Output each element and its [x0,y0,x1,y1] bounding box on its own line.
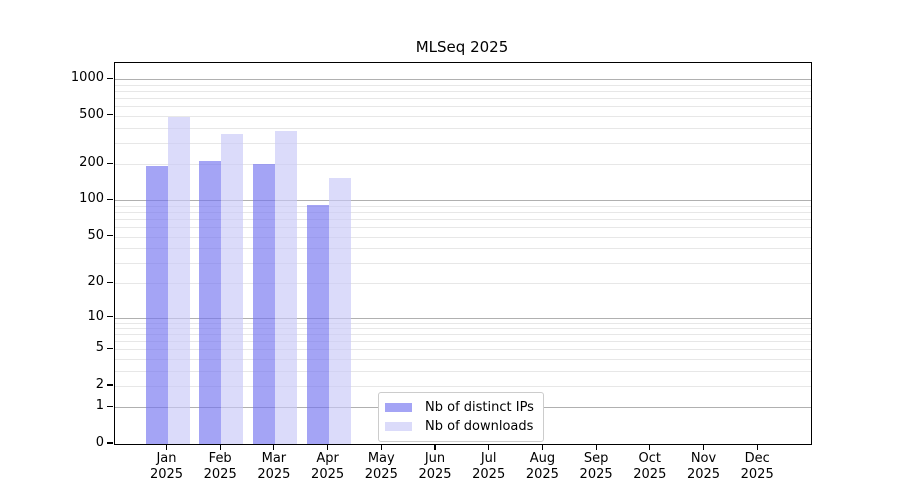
y-tick-label: 5 [95,340,104,356]
minor-gridline [115,349,811,351]
legend: Nb of distinct IPs Nb of downloads [378,392,544,442]
legend-label-distinct-ips: Nb of distinct IPs [425,400,534,415]
x-tick-label-mar: Mar 2025 [257,451,291,482]
minor-gridline [115,98,811,100]
x-tick-mark [165,444,168,450]
bar-downloads-jan [167,117,190,444]
y-tick-label: 2 [95,377,104,392]
y-tick-mark [106,347,113,349]
y-tick-mark [106,315,113,318]
minor-gridline [115,236,811,238]
bar-downloads-mar [274,130,297,444]
y-tick-mark [106,384,113,386]
x-tick-label-aug: Aug 2025 [525,451,559,482]
minor-gridline [115,386,811,387]
y-tick-label: 50 [87,227,104,243]
x-tick-label-oct: Oct 2025 [633,451,667,482]
minor-gridline [115,322,811,324]
y-tick-label: 1000 [70,70,104,86]
x-tick-label-nov: Nov 2025 [686,451,721,482]
minor-gridline [115,359,811,361]
legend-item-downloads: Nb of downloads [385,417,540,436]
legend-item-distinct-ips: Nb of distinct IPs [385,398,540,417]
y-tick-mark [106,405,113,407]
minor-gridline [115,127,811,129]
bar-distinct-ips-mar [252,163,275,444]
y-tick-mark [106,281,113,283]
x-tick-label-may: May 2025 [364,451,398,482]
minor-gridline [115,341,811,343]
x-tick-label-dec: Dec 2025 [740,451,774,482]
bar-distinct-ips-feb [199,161,222,444]
y-tick-label: 500 [79,106,104,122]
legend-swatch-downloads-icon [385,422,412,431]
x-tick-mark [273,444,275,450]
x-tick-mark [219,444,221,450]
minor-gridline [115,262,811,264]
x-tick-label-apr: Apr 2025 [311,451,345,482]
bar-downloads-apr [328,177,351,444]
bar-downloads-feb [221,134,244,444]
y-tick-label: 20 [87,274,104,290]
minor-gridline [115,164,811,166]
y-tick-label: 1 [95,398,104,414]
x-tick-label-jul: Jul 2025 [472,451,506,482]
legend-label-downloads: Nb of downloads [425,419,534,434]
x-tick-mark [434,444,436,450]
bar-distinct-ips-apr [306,205,329,444]
chart-title: MLSeq 2025 [415,38,509,56]
x-tick-mark [649,444,651,450]
y-tick-label: 100 [79,191,104,207]
minor-gridline [115,283,811,285]
y-tick-label: 10 [87,308,104,324]
y-tick-label: 200 [79,155,104,171]
x-tick-mark [756,444,758,450]
y-tick-mark [106,234,113,237]
minor-gridline [115,334,811,336]
minor-gridline [115,212,811,214]
y-tick-label: 0 [95,435,104,450]
x-tick-label-jan: Jan 2025 [149,451,184,482]
major-gridline [115,79,811,81]
legend-swatch-distinct-ips-icon [385,403,412,412]
plot-area [114,62,812,445]
x-tick-label-sep: Sep 2025 [579,451,613,482]
x-tick-label-jun: Jun 2025 [418,451,452,482]
x-tick-mark [541,444,543,450]
minor-gridline [115,115,811,117]
x-tick-mark [380,444,382,450]
y-tick-mark [106,442,113,444]
minor-gridline [115,227,811,229]
minor-gridline [115,370,811,372]
major-gridline [115,200,811,202]
minor-gridline [115,205,811,207]
bar-distinct-ips-jan [145,166,168,444]
minor-gridline [115,219,811,220]
x-tick-mark [595,444,597,450]
y-tick-mark [106,162,113,164]
minor-gridline [115,106,811,108]
major-gridline [115,317,811,319]
minor-gridline [115,91,811,93]
x-tick-mark [488,444,490,450]
minor-gridline [115,142,811,144]
x-tick-mark [702,444,705,450]
y-tick-mark [106,77,113,79]
y-tick-mark [106,114,113,116]
x-tick-mark [327,444,329,450]
minor-gridline [115,328,811,329]
minor-gridline [115,85,811,86]
y-tick-mark [106,198,113,200]
x-tick-label-feb: Feb 2025 [203,451,237,482]
minor-gridline [115,248,811,249]
